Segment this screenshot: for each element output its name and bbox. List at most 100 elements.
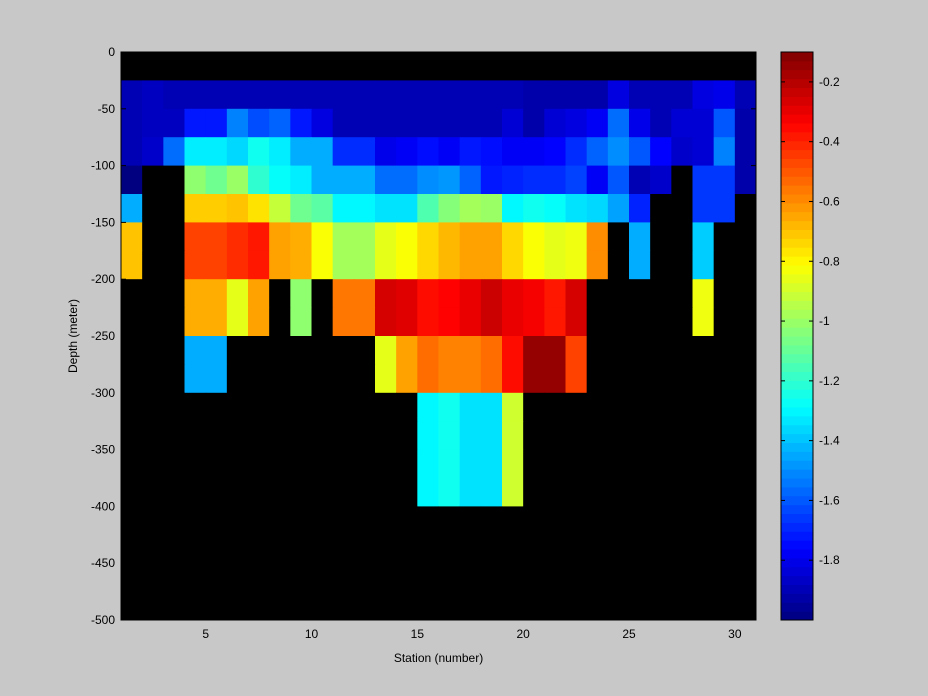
heatmap-cell bbox=[226, 250, 249, 280]
heatmap-cell bbox=[332, 364, 355, 394]
heatmap-cell bbox=[692, 336, 715, 365]
y-tick-label: -250 bbox=[91, 329, 115, 343]
heatmap-cell bbox=[734, 591, 757, 621]
heatmap-cell bbox=[142, 80, 164, 110]
heatmap-cell bbox=[629, 591, 651, 621]
heatmap-cell bbox=[734, 421, 757, 451]
colorbar-swatch bbox=[781, 336, 813, 346]
heatmap-cell bbox=[226, 108, 249, 138]
heatmap-cell bbox=[248, 279, 270, 309]
heatmap-cell bbox=[332, 563, 355, 593]
heatmap-cell bbox=[121, 421, 143, 451]
heatmap-cell bbox=[121, 307, 143, 337]
heatmap-cell bbox=[353, 222, 376, 252]
heatmap-cell bbox=[459, 449, 482, 479]
heatmap-cell bbox=[734, 336, 757, 365]
heatmap-cell bbox=[671, 194, 693, 223]
colorbar-swatch bbox=[781, 380, 813, 390]
x-tick-label: 15 bbox=[411, 627, 425, 641]
heatmap-cell bbox=[248, 80, 270, 110]
heatmap-cell bbox=[205, 108, 228, 138]
colorbar-tick-label: -0.6 bbox=[819, 194, 840, 208]
heatmap-cell bbox=[353, 279, 376, 309]
heatmap-cell bbox=[184, 222, 207, 252]
y-tick-label: -200 bbox=[91, 272, 115, 286]
heatmap-cell bbox=[417, 364, 439, 394]
heatmap-cell bbox=[332, 108, 355, 138]
colorbar-swatch bbox=[781, 96, 813, 106]
x-tick-label: 25 bbox=[622, 627, 636, 641]
y-tick-label: -150 bbox=[91, 215, 115, 229]
heatmap-cell bbox=[353, 108, 376, 138]
heatmap-cell bbox=[629, 165, 651, 195]
heatmap-cell bbox=[396, 194, 418, 223]
heatmap-cell bbox=[332, 279, 355, 309]
heatmap-cell bbox=[671, 478, 693, 507]
colorbar-swatch bbox=[781, 389, 813, 399]
heatmap-cell bbox=[163, 250, 185, 280]
heatmap-cell bbox=[311, 392, 334, 422]
heatmap-cell bbox=[205, 279, 228, 309]
heatmap-cell bbox=[607, 52, 630, 81]
colorbar-swatch bbox=[781, 105, 813, 115]
colorbar-tick-label: -1 bbox=[819, 314, 830, 328]
heatmap-cell bbox=[480, 506, 503, 536]
heatmap-cell bbox=[269, 336, 291, 365]
heatmap-cell bbox=[480, 534, 503, 564]
heatmap-cell bbox=[650, 591, 672, 621]
heatmap-cell bbox=[565, 52, 588, 81]
heatmap-cell bbox=[353, 80, 376, 110]
heatmap-cell bbox=[480, 364, 503, 394]
heatmap-cell bbox=[290, 336, 312, 365]
heatmap-cell bbox=[650, 563, 672, 593]
heatmap-cell bbox=[375, 250, 397, 280]
heatmap-cell bbox=[142, 421, 164, 451]
heatmap-cell bbox=[671, 137, 693, 167]
heatmap-cell bbox=[692, 165, 715, 195]
heatmap-cell bbox=[438, 307, 461, 337]
heatmap-cell bbox=[713, 534, 736, 564]
colorbar-swatch bbox=[781, 194, 813, 204]
heatmap-cell bbox=[650, 478, 672, 507]
colorbar-ticks: -0.2 -0.4 -0.6 -0.8 -1 -1.2 -1.4 -1.6 -1.8 bbox=[781, 75, 840, 567]
heatmap-cells bbox=[121, 52, 757, 621]
heatmap-cell bbox=[311, 307, 334, 337]
heatmap-cell bbox=[353, 307, 376, 337]
heatmap-cell bbox=[142, 222, 164, 252]
heatmap-cell bbox=[417, 449, 439, 479]
colorbar-swatch bbox=[781, 531, 813, 541]
heatmap-cell bbox=[142, 478, 164, 507]
heatmap-cell bbox=[417, 307, 439, 337]
heatmap-cell bbox=[459, 279, 482, 309]
heatmap-cell bbox=[544, 108, 566, 138]
colorbar-swatch bbox=[781, 114, 813, 124]
heatmap-cell bbox=[523, 364, 545, 394]
heatmap-cell bbox=[396, 165, 418, 195]
heatmap-cell bbox=[269, 307, 291, 337]
heatmap-cell bbox=[671, 52, 693, 81]
heatmap-cell bbox=[417, 392, 439, 422]
heatmap-cell bbox=[459, 250, 482, 280]
heatmap-cell bbox=[650, 250, 672, 280]
heatmap-cell bbox=[459, 506, 482, 536]
heatmap-cell bbox=[248, 194, 270, 223]
heatmap-cell bbox=[332, 506, 355, 536]
heatmap-cell bbox=[353, 421, 376, 451]
heatmap-cell bbox=[565, 506, 588, 536]
heatmap-cell bbox=[565, 563, 588, 593]
y-tick-label: -50 bbox=[98, 102, 116, 116]
colorbar-swatch bbox=[781, 282, 813, 293]
heatmap-cell bbox=[734, 250, 757, 280]
heatmap-cell bbox=[226, 279, 249, 309]
heatmap-cell bbox=[375, 449, 397, 479]
heatmap-cell bbox=[417, 222, 439, 252]
colorbar-tick-label: -1.6 bbox=[819, 493, 840, 507]
colorbar-tick-label: -1.4 bbox=[819, 434, 840, 448]
colorbar-swatch bbox=[781, 300, 813, 310]
heatmap-cell bbox=[544, 250, 566, 280]
heatmap-cell bbox=[184, 336, 207, 365]
heatmap-cell bbox=[586, 108, 609, 138]
heatmap-cell bbox=[586, 137, 609, 167]
heatmap-cell bbox=[142, 506, 164, 536]
heatmap-cell bbox=[290, 534, 312, 564]
